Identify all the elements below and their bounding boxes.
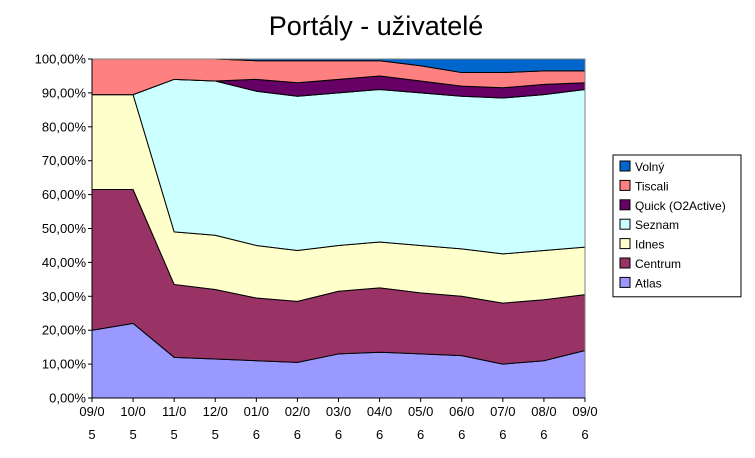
y-tick-label: 100,00% — [35, 52, 87, 67]
x-tick-label: 05/0 — [408, 404, 433, 419]
x-tick-label-line2: 6 — [335, 427, 342, 442]
x-tick-label: 04/0 — [367, 404, 392, 419]
x-tick-label-line2: 6 — [499, 427, 506, 442]
legend-swatch-tiscali — [619, 179, 631, 191]
x-tick-label-line2: 5 — [129, 427, 136, 442]
chart-title: Portály - uživatelé — [269, 11, 484, 41]
y-tick-label: 50,00% — [42, 221, 87, 236]
y-tick-label: 30,00% — [42, 289, 87, 304]
x-tick-label-line2: 5 — [212, 427, 219, 442]
y-tick-label: 0,00% — [49, 391, 86, 406]
x-tick-label: 06/0 — [449, 404, 474, 419]
y-tick-label: 20,00% — [42, 323, 87, 338]
x-tick-label-line2: 6 — [294, 427, 301, 442]
legend-swatch-quick-o2active — [619, 199, 631, 211]
x-tick-label: 11/0 — [162, 404, 186, 419]
y-tick-label: 70,00% — [42, 153, 87, 168]
x-tick-label: 01/0 — [244, 404, 269, 419]
legend-swatch-atlas — [619, 276, 631, 288]
x-tick-label: 12/0 — [203, 404, 228, 419]
legend-label-voln: Volný — [635, 160, 664, 174]
y-tick-label: 90,00% — [42, 85, 87, 100]
x-tick-label: 03/0 — [326, 404, 351, 419]
x-tick-label-line2: 6 — [540, 427, 547, 442]
y-tick-label: 10,00% — [42, 357, 87, 372]
x-tick-label: 02/0 — [285, 404, 310, 419]
x-tick-label-line2: 5 — [88, 427, 95, 442]
legend-label-tiscali: Tiscali — [635, 179, 669, 193]
x-tick-label: 09/0 — [79, 404, 104, 419]
legend-swatch-voln — [619, 160, 631, 172]
x-tick-label-line2: 6 — [376, 427, 383, 442]
y-tick-label: 40,00% — [42, 255, 87, 270]
x-tick-label: 08/0 — [531, 404, 556, 419]
legend-label-centrum: Centrum — [635, 257, 681, 271]
legend-swatch-idnes — [619, 238, 631, 250]
x-tick-label: 09/0 — [572, 404, 597, 419]
x-tick-label: 10/0 — [120, 404, 145, 419]
legend — [612, 154, 742, 298]
x-tick-label: 07/0 — [490, 404, 515, 419]
legend-label-quick-o2active: Quick (O2Active) — [635, 199, 726, 213]
legend-swatch-centrum — [619, 257, 631, 269]
legend-label-seznam: Seznam — [635, 218, 679, 232]
x-tick-label-line2: 5 — [171, 427, 178, 442]
x-tick-label-line2: 6 — [581, 427, 588, 442]
x-tick-label-line2: 6 — [253, 427, 260, 442]
legend-label-idnes: Idnes — [635, 238, 664, 252]
x-tick-label-line2: 6 — [417, 427, 424, 442]
legend-label-atlas: Atlas — [635, 276, 662, 290]
y-tick-label: 80,00% — [42, 119, 87, 134]
x-tick-label-line2: 6 — [458, 427, 465, 442]
y-tick-label: 60,00% — [42, 187, 87, 202]
legend-swatch-seznam — [619, 218, 631, 230]
